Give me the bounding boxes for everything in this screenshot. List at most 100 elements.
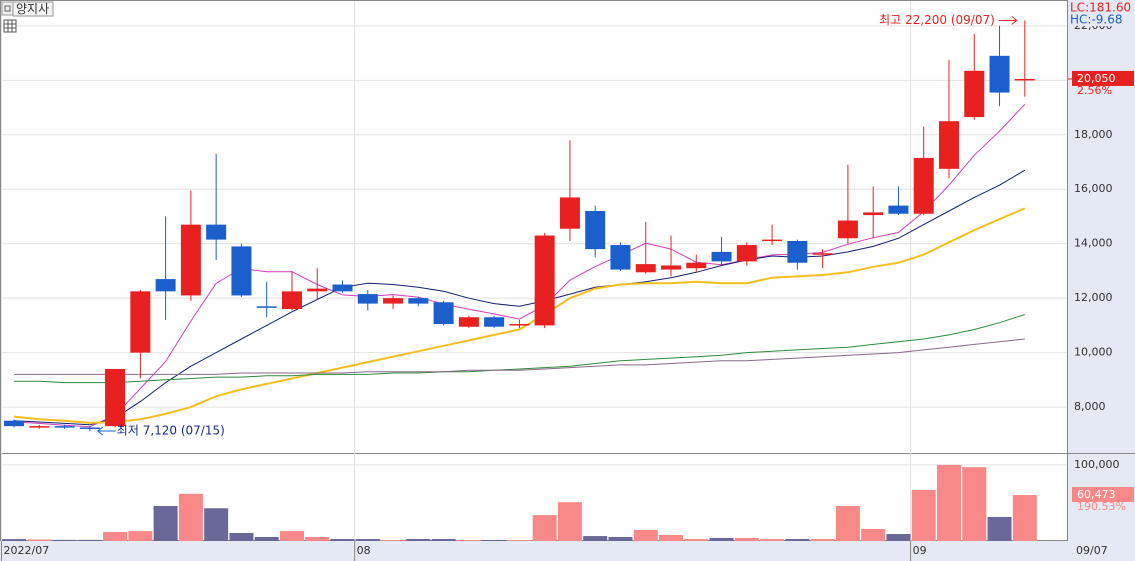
candle-body [635,264,656,273]
change-label: 2.56% [1077,84,1112,97]
volume-bar [835,505,860,541]
y-tick-label: 10,000 [1074,346,1113,359]
close-tag [1072,70,1134,86]
volume-bar [77,539,102,541]
volume-bar [27,539,52,541]
volume-bar [886,533,911,541]
lc-hc-bg [1069,1,1134,26]
volume-bar [987,516,1012,541]
candle-body [256,306,277,308]
candle-body [484,317,505,327]
moving-average-line [13,169,1026,426]
volume-bar [709,537,734,541]
volume-bar [911,490,936,541]
x-tick-label: 2022/07 [4,544,50,557]
moving-average-line [13,207,1026,424]
candle-body [964,70,985,118]
volume-bar [507,540,532,541]
volume-bar [178,493,203,541]
candle-body [888,205,909,214]
volume-bar [279,531,304,541]
candle-body [332,284,353,292]
volume-bar [103,532,128,541]
x-tick-label: 09 [913,544,927,557]
candle-body [54,426,75,428]
candles [4,20,1035,432]
candle-body [458,317,479,327]
candle-body [231,246,252,296]
date-label: 09/07 [1076,544,1108,557]
volume-bar [128,531,153,541]
grid-icon[interactable] [3,19,17,33]
candle-body [307,288,328,292]
candle-body [762,239,783,242]
close-label: 20,050 [1077,72,1116,85]
lc-label: LC:181.60 [1070,1,1131,15]
candle-body [534,235,555,326]
high-arrow [998,16,1018,25]
y-tick-label: 18,000 [1074,128,1113,141]
y-tick-label: 14,000 [1074,237,1113,250]
candle-body [105,368,126,427]
volume-bar [330,539,355,541]
volume-bar [381,540,406,541]
candle-body [130,291,151,353]
volume-bar [659,534,684,541]
volume-bar [583,536,608,541]
volume-bar [684,539,709,541]
candle-body [1014,78,1035,81]
volume-tag [1072,486,1134,502]
candle-body [989,55,1010,93]
candle-body [509,324,530,326]
candle-body [559,197,580,229]
volume-bar [936,464,961,541]
volume-bar [229,533,254,541]
candle-body [585,211,606,250]
volume-bar [456,540,481,541]
volume-bar [431,539,456,541]
volume-bar [355,539,380,541]
candle-body [913,157,934,214]
candle-body [938,121,959,169]
bottom-axis-panel [0,541,1135,561]
low-arrow [97,426,116,436]
x-tick-label: 08 [357,544,371,557]
volume [2,464,1037,541]
high-annotation: 최고 22,200 (09/07) [879,13,995,27]
candle-body [661,265,682,270]
moving-average-line [14,338,1025,375]
candle-body [206,224,227,240]
candle-body [863,212,884,216]
candle-body [383,298,404,304]
candle-body [4,420,24,427]
volume-bar [153,505,178,541]
moving-averages [13,103,1026,428]
volume-bar [532,515,557,541]
volume-label: 60,473 [1077,488,1116,501]
moving-average-line [14,314,1025,384]
title-box[interactable] [12,1,54,17]
volume-bar [52,539,77,541]
volume-bar [482,540,507,541]
menu-icon[interactable] [1,1,14,16]
candle-body [812,253,833,255]
volume-bar [2,539,26,541]
candle-body [610,245,631,270]
moving-average-line [13,103,1026,428]
volume-bar [557,502,582,541]
candle-body [357,294,378,304]
stock-name: 양지사 [16,2,49,16]
volume-bar [760,539,785,541]
candle-body [180,224,201,296]
volume-bar [785,539,810,541]
volume-bar [305,536,330,541]
volume-bar [810,539,835,541]
volume-bar [204,508,229,541]
volume-bar [861,528,886,541]
candle-body [79,427,100,429]
volume-bar [1012,494,1037,541]
candle-body [837,220,858,239]
candle-body [736,245,757,262]
